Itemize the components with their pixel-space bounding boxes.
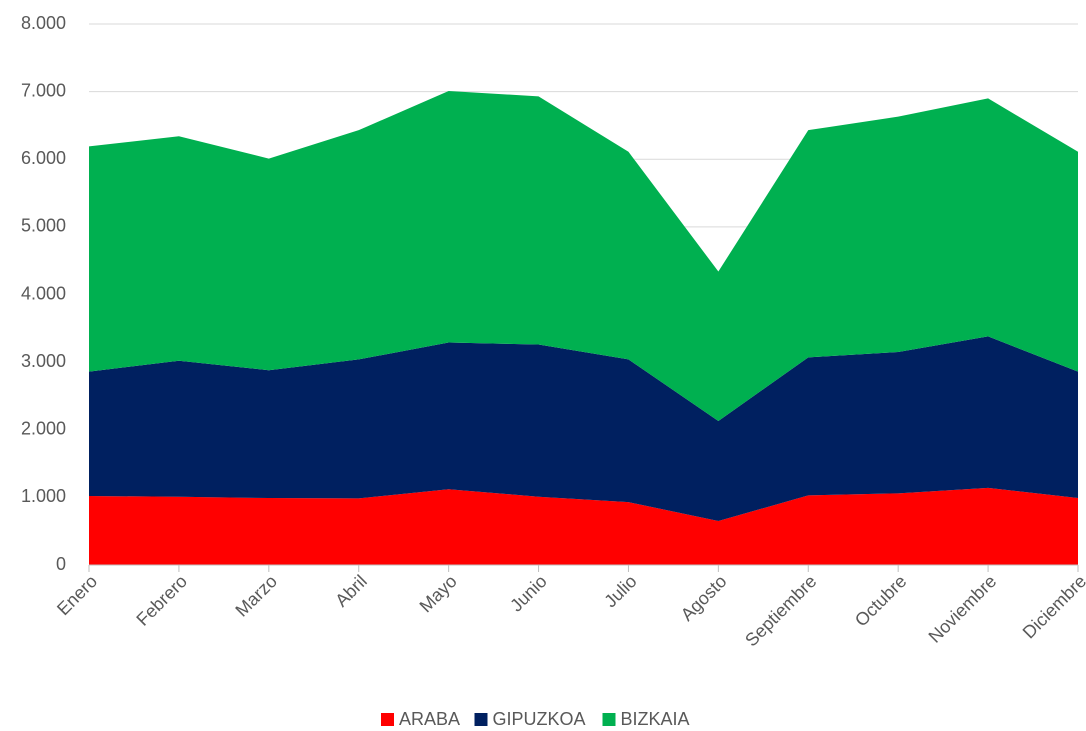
area [89, 487, 1078, 565]
legend-swatch [602, 713, 616, 726]
x-tick-label: Abril [331, 571, 371, 611]
legend-label: GIPUZKOA [493, 709, 586, 729]
y-tick-label: 6.000 [21, 148, 66, 168]
legend-label: ARABA [399, 709, 460, 729]
y-tick-label: 8.000 [21, 13, 66, 33]
legend-swatch [381, 713, 394, 726]
y-tick-label: 0 [56, 554, 66, 574]
x-tick-label: Agosto [677, 571, 731, 625]
x-tick-label: Junio [506, 571, 551, 616]
x-tick-label: Julio [600, 571, 640, 611]
y-tick-label: 7.000 [21, 80, 66, 100]
legend-label: BIZKAIA [621, 709, 690, 729]
x-tick-label: Septiembre [741, 571, 820, 650]
x-tick-label: Marzo [231, 571, 281, 621]
y-tick-label: 4.000 [21, 283, 66, 303]
area [89, 336, 1078, 522]
legend-swatch [474, 713, 488, 726]
x-tick-label: Diciembre [1019, 571, 1086, 642]
x-tick-label: Octubre [851, 571, 910, 630]
x-tick-label: Febrero [132, 571, 191, 630]
x-tick-label: Noviembre [925, 571, 1001, 647]
y-tick-label: 2.000 [21, 419, 66, 439]
y-tick-label: 3.000 [21, 351, 66, 371]
area [89, 90, 1078, 421]
y-tick-label: 1.000 [21, 486, 66, 506]
y-tick-label: 5.000 [21, 216, 66, 236]
x-tick-label: Enero [53, 571, 101, 619]
x-tick-label: Mayo [416, 571, 461, 616]
